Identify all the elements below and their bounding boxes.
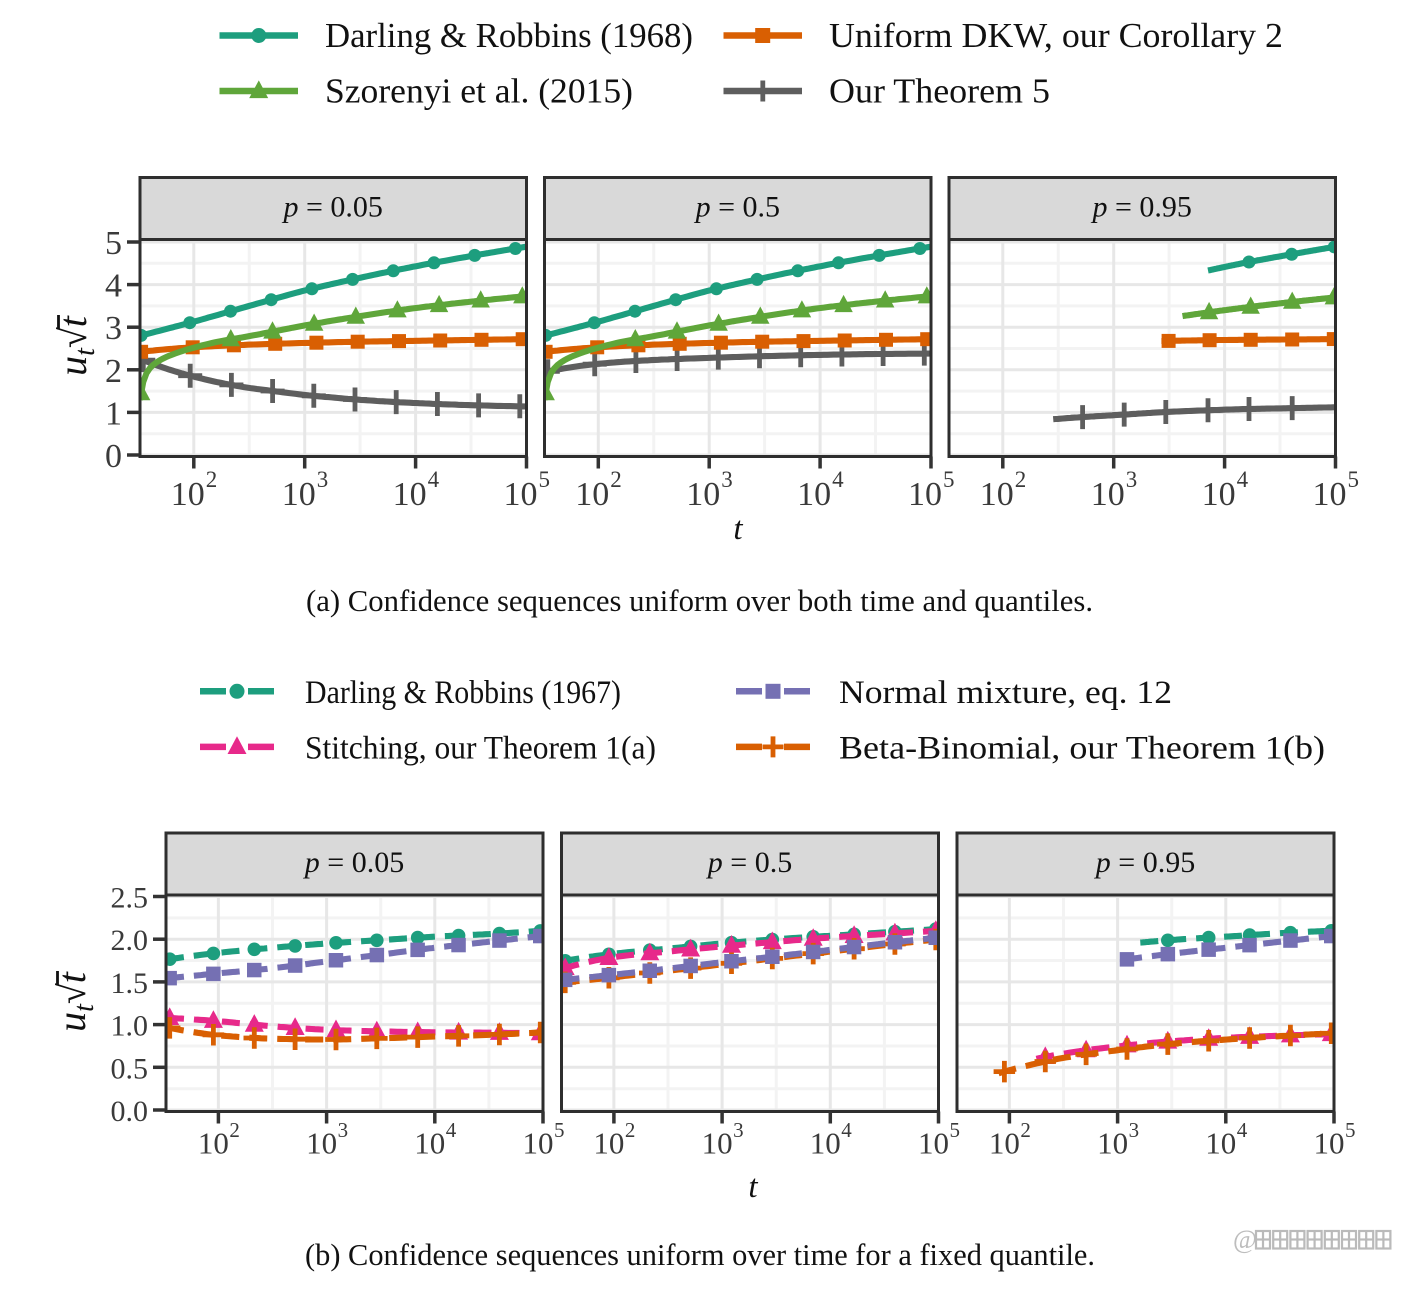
svg-text:10: 10 (1205, 1126, 1236, 1161)
svg-text:p = 0.05: p = 0.05 (303, 846, 404, 879)
svg-text:p = 0.05: p = 0.05 (281, 191, 382, 224)
svg-text:4: 4 (1237, 1118, 1248, 1142)
svg-text:10: 10 (989, 1126, 1020, 1161)
svg-text:(a) Confidence sequences unifo: (a) Confidence sequences uniform over bo… (306, 584, 1093, 618)
svg-text:4: 4 (105, 268, 122, 305)
svg-text:4: 4 (832, 467, 844, 492)
svg-text:10: 10 (306, 1126, 337, 1161)
svg-text:10: 10 (686, 476, 720, 513)
svg-text:2: 2 (229, 1118, 240, 1142)
svg-text:10: 10 (523, 1126, 554, 1161)
svg-text:p = 0.5: p = 0.5 (706, 846, 792, 879)
svg-text:(b) Confidence sequences unifo: (b) Confidence sequences uniform over ti… (305, 1238, 1095, 1272)
svg-text:0.5: 0.5 (111, 1052, 149, 1085)
svg-text:4: 4 (446, 1118, 457, 1142)
svg-text:10: 10 (918, 1126, 949, 1161)
svg-text:10: 10 (593, 1126, 624, 1161)
svg-text:2: 2 (1015, 467, 1027, 492)
svg-text:Uniform DKW, our Corollary 2: Uniform DKW, our Corollary 2 (829, 16, 1283, 55)
svg-text:Our Theorem 5: Our Theorem 5 (829, 72, 1050, 111)
svg-text:10: 10 (393, 476, 427, 513)
svg-text:10: 10 (414, 1126, 445, 1161)
svg-text:Darling & Robbins (1968): Darling & Robbins (1968) (325, 16, 693, 55)
svg-text:Darling & Robbins (1967): Darling & Robbins (1967) (305, 675, 621, 711)
svg-text:Beta-Binomial, our Theorem 1(b: Beta-Binomial, our Theorem 1(b) (839, 731, 1325, 767)
svg-text:10: 10 (504, 476, 538, 513)
svg-text:t: t (733, 511, 743, 547)
svg-text:p = 0.5: p = 0.5 (694, 191, 780, 224)
svg-text:4: 4 (428, 467, 440, 492)
svg-text:Szorenyi et al. (2015): Szorenyi et al. (2015) (325, 72, 633, 111)
svg-text:Stitching, our Theorem 1(a): Stitching, our Theorem 1(a) (305, 731, 656, 767)
svg-text:5: 5 (105, 225, 122, 262)
svg-text:1.0: 1.0 (111, 1010, 149, 1043)
svg-text:5: 5 (1348, 467, 1360, 492)
svg-text:10: 10 (1202, 476, 1236, 513)
svg-text:2: 2 (625, 1118, 636, 1142)
svg-text:1: 1 (105, 395, 122, 432)
svg-text:10: 10 (575, 476, 609, 513)
svg-text:10: 10 (810, 1126, 841, 1161)
svg-text:10: 10 (171, 476, 205, 513)
svg-text:10: 10 (282, 476, 316, 513)
svg-text:3: 3 (1129, 1118, 1140, 1142)
svg-text:10: 10 (1313, 476, 1347, 513)
svg-text:4: 4 (1237, 467, 1249, 492)
svg-text:0.0: 0.0 (111, 1095, 149, 1128)
svg-text:4: 4 (841, 1118, 852, 1142)
svg-text:2: 2 (206, 467, 218, 492)
svg-text:3: 3 (733, 1118, 744, 1142)
svg-text:3: 3 (1126, 467, 1138, 492)
svg-text:@: @ (1233, 1225, 1257, 1254)
svg-text:10: 10 (908, 476, 942, 513)
svg-text:p = 0.95: p = 0.95 (1090, 191, 1191, 224)
svg-text:1.5: 1.5 (111, 967, 149, 1000)
svg-text:2.5: 2.5 (111, 882, 149, 915)
svg-text:2: 2 (105, 353, 122, 390)
svg-text:5: 5 (539, 467, 551, 492)
svg-text:5: 5 (950, 1118, 961, 1142)
svg-text:2: 2 (1020, 1118, 1031, 1142)
svg-text:3: 3 (721, 467, 733, 492)
svg-text:3: 3 (338, 1118, 349, 1142)
svg-text:5: 5 (1345, 1118, 1356, 1142)
svg-text:2.0: 2.0 (111, 924, 149, 957)
svg-text:ut√t: ut√t (50, 315, 101, 376)
svg-text:10: 10 (198, 1126, 229, 1161)
svg-text:Normal mixture, eq. 12: Normal mixture, eq. 12 (839, 675, 1172, 711)
svg-text:2: 2 (610, 467, 622, 492)
svg-text:5: 5 (943, 467, 955, 492)
svg-text:5: 5 (554, 1118, 565, 1142)
svg-text:10: 10 (1091, 476, 1125, 513)
svg-text:3: 3 (105, 310, 122, 347)
svg-text:ut√t: ut√t (49, 971, 100, 1032)
svg-text:3: 3 (317, 467, 329, 492)
svg-text:10: 10 (980, 476, 1014, 513)
svg-text:10: 10 (797, 476, 831, 513)
svg-text:0: 0 (105, 438, 122, 475)
svg-text:10: 10 (702, 1126, 733, 1161)
svg-text:p = 0.95: p = 0.95 (1094, 846, 1195, 879)
svg-text:10: 10 (1097, 1126, 1128, 1161)
svg-text:t: t (748, 1169, 758, 1205)
svg-text:10: 10 (1314, 1126, 1345, 1161)
